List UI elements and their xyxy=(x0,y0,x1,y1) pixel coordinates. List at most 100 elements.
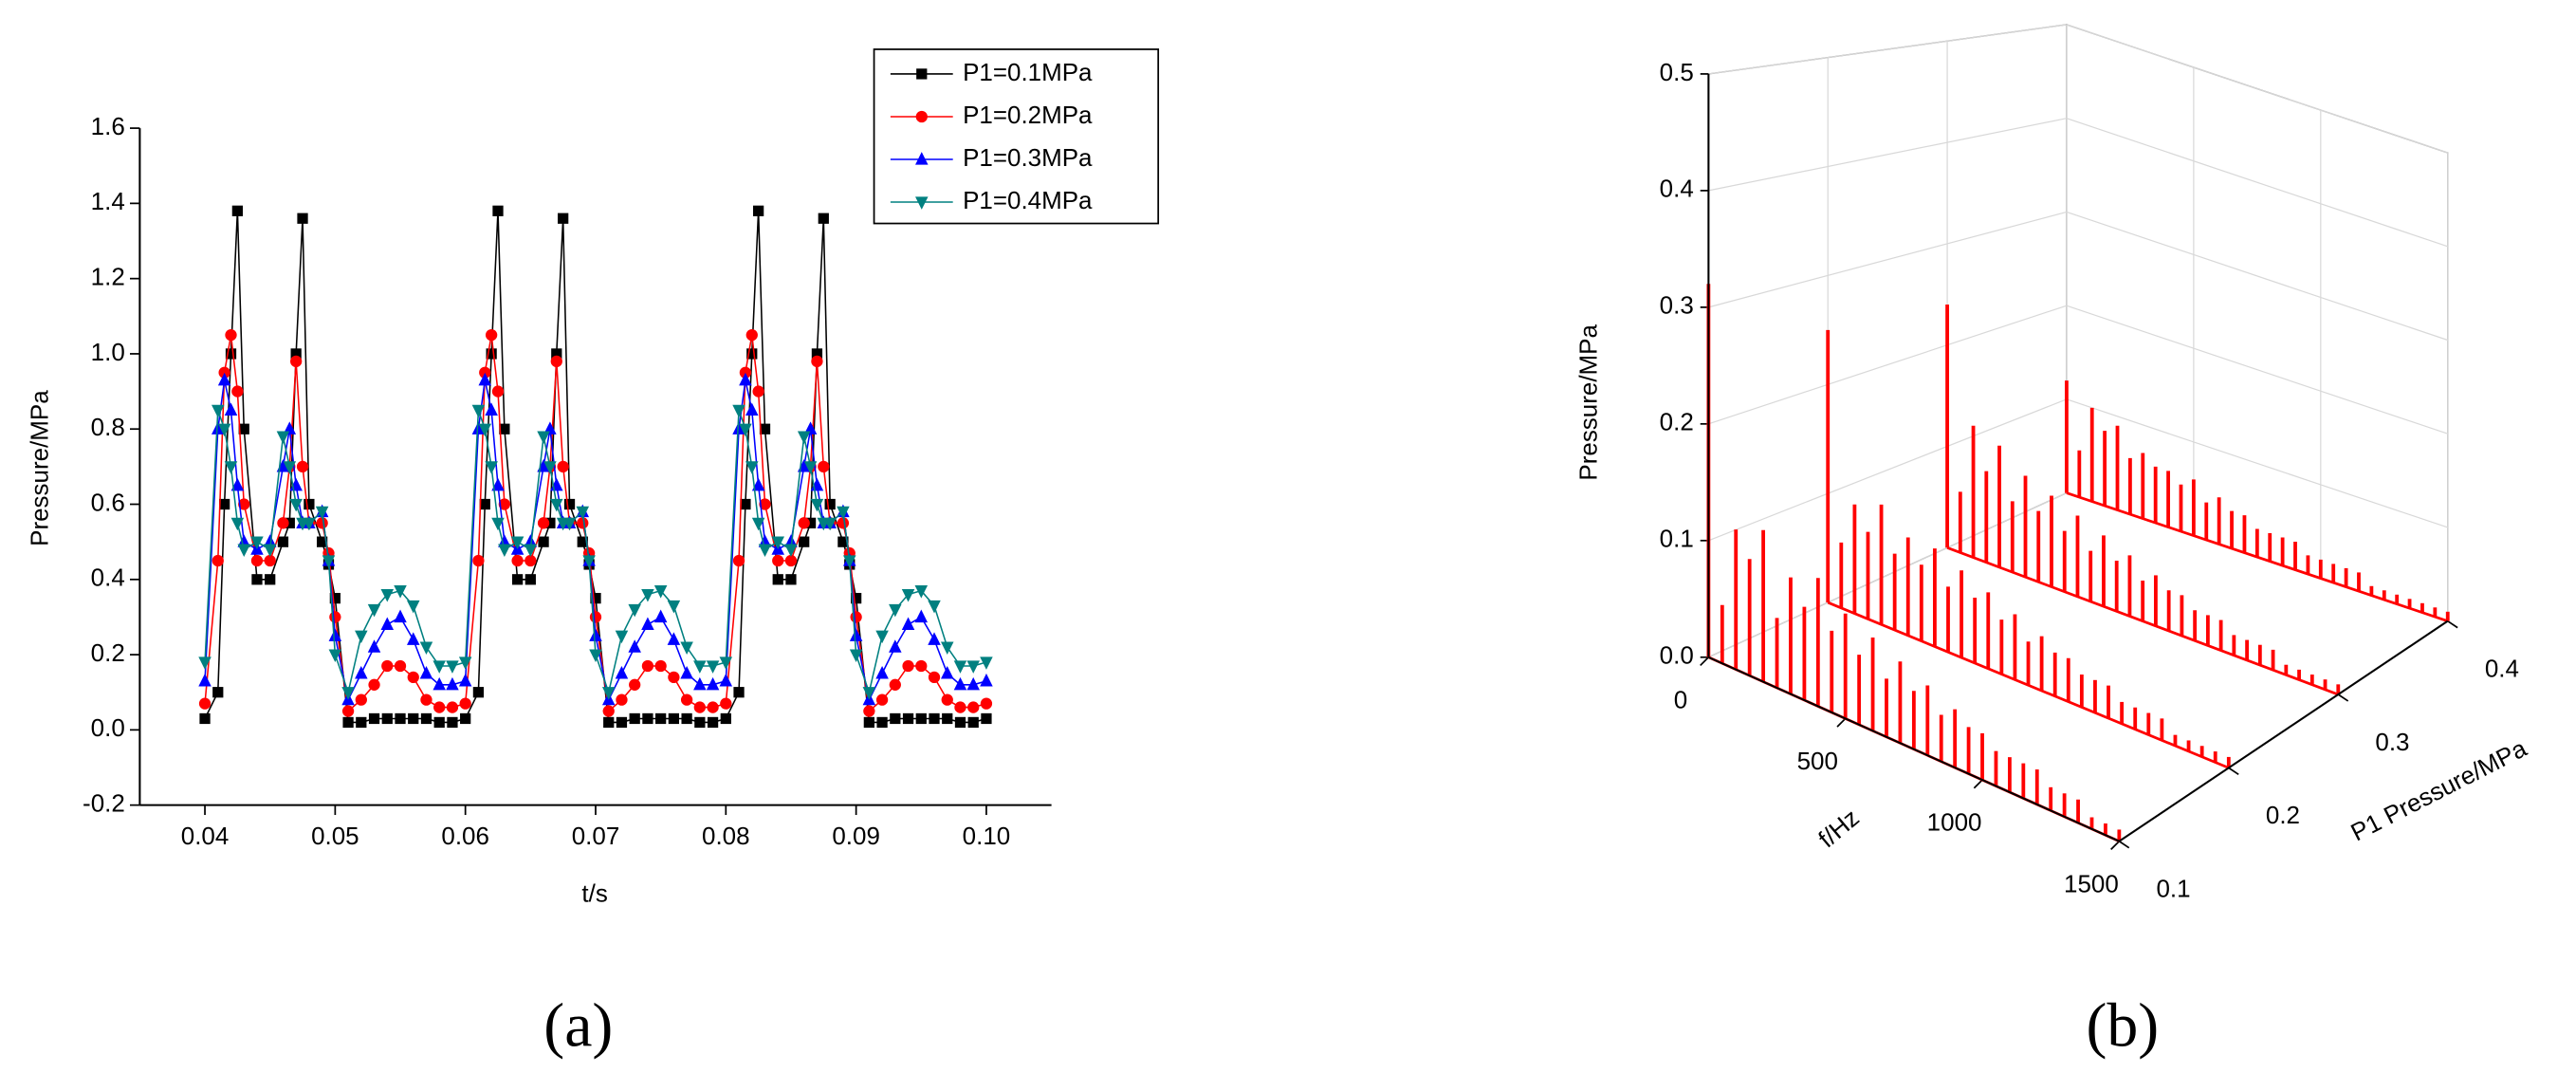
x-tick xyxy=(1836,717,1847,728)
marker xyxy=(543,461,557,474)
marker xyxy=(297,213,308,224)
marker xyxy=(199,712,211,725)
marker xyxy=(967,701,980,713)
marker xyxy=(296,460,309,473)
marker xyxy=(653,609,668,623)
grid-line xyxy=(1708,305,2068,425)
marker xyxy=(212,554,224,567)
legend-label: P1=0.2MPa xyxy=(963,101,1093,129)
marker xyxy=(446,660,459,674)
marker xyxy=(355,630,368,644)
marker xyxy=(395,712,406,725)
marker xyxy=(980,697,993,710)
marker xyxy=(328,649,342,662)
x-tick-label: 0.05 xyxy=(311,822,359,850)
marker xyxy=(576,506,590,520)
marker xyxy=(368,712,380,725)
marker xyxy=(720,697,732,710)
depth-tick-label: 0.4 xyxy=(2485,654,2519,682)
marker xyxy=(355,666,368,679)
marker xyxy=(785,574,797,585)
marker xyxy=(557,460,569,473)
marker xyxy=(751,477,765,491)
marker xyxy=(953,676,967,691)
grid-line xyxy=(2066,305,2448,435)
grid-line xyxy=(1708,24,2068,75)
marker xyxy=(447,716,458,729)
marker xyxy=(511,554,524,567)
marker xyxy=(915,712,927,725)
marker xyxy=(420,712,432,725)
marker xyxy=(629,712,640,725)
marker xyxy=(681,712,692,725)
marker xyxy=(680,666,693,679)
series-line xyxy=(204,410,987,695)
marker xyxy=(492,205,504,216)
marker xyxy=(589,628,602,641)
marker xyxy=(230,477,245,491)
marker xyxy=(524,544,538,557)
marker xyxy=(693,676,707,691)
legend-label: P1=0.4MPa xyxy=(963,186,1093,214)
marker xyxy=(485,402,498,416)
marker xyxy=(263,544,277,557)
marker xyxy=(954,716,966,729)
marker xyxy=(862,687,876,700)
y-tick-label: 0.0 xyxy=(1660,641,1694,670)
depth-tick xyxy=(2337,693,2349,702)
marker xyxy=(772,574,783,585)
grid-line xyxy=(2066,118,2448,248)
marker xyxy=(322,555,336,568)
marker xyxy=(628,603,641,618)
x-tick-label: 0 xyxy=(1674,685,1687,713)
marker xyxy=(915,659,928,673)
y-tick-label: 0.2 xyxy=(91,638,125,667)
marker xyxy=(381,712,393,725)
marker xyxy=(928,671,941,684)
marker xyxy=(224,402,238,416)
marker xyxy=(459,697,471,710)
y-tick-label: 0.2 xyxy=(1660,408,1694,436)
marker xyxy=(680,641,693,656)
marker xyxy=(458,673,472,687)
x-tick-label: 0.08 xyxy=(702,822,750,850)
marker xyxy=(498,544,511,557)
marker xyxy=(355,693,367,706)
depth-tick-label: 0.3 xyxy=(2375,728,2409,756)
marker xyxy=(250,554,264,567)
series-line xyxy=(204,334,987,713)
marker xyxy=(250,536,264,550)
marker xyxy=(479,498,490,510)
marker xyxy=(537,431,550,445)
marker xyxy=(472,554,485,567)
marker xyxy=(219,498,230,510)
marker xyxy=(818,460,830,473)
y-tick-label: 0.1 xyxy=(1660,525,1694,553)
marker xyxy=(381,659,394,673)
marker xyxy=(329,592,340,604)
marker xyxy=(231,385,244,398)
marker xyxy=(739,372,752,386)
marker xyxy=(603,716,615,729)
marker xyxy=(981,712,992,725)
depth-tick xyxy=(2447,619,2458,629)
marker xyxy=(217,423,231,437)
marker xyxy=(641,659,654,673)
marker xyxy=(225,328,237,342)
marker xyxy=(875,693,889,706)
marker xyxy=(342,716,354,729)
marker xyxy=(212,687,224,698)
y-tick-label: 1.6 xyxy=(91,112,125,140)
marker xyxy=(875,630,889,644)
y-tick-label: 0.4 xyxy=(1660,175,1694,203)
x-axis xyxy=(1707,656,2120,842)
y-tick-label: 0.3 xyxy=(1660,291,1694,320)
y-tick-label: 1.2 xyxy=(91,263,125,291)
marker xyxy=(471,404,486,418)
marker xyxy=(563,498,576,510)
marker xyxy=(368,678,380,691)
marker xyxy=(460,712,471,725)
marker xyxy=(810,498,824,512)
marker xyxy=(719,673,733,687)
marker xyxy=(850,611,862,623)
